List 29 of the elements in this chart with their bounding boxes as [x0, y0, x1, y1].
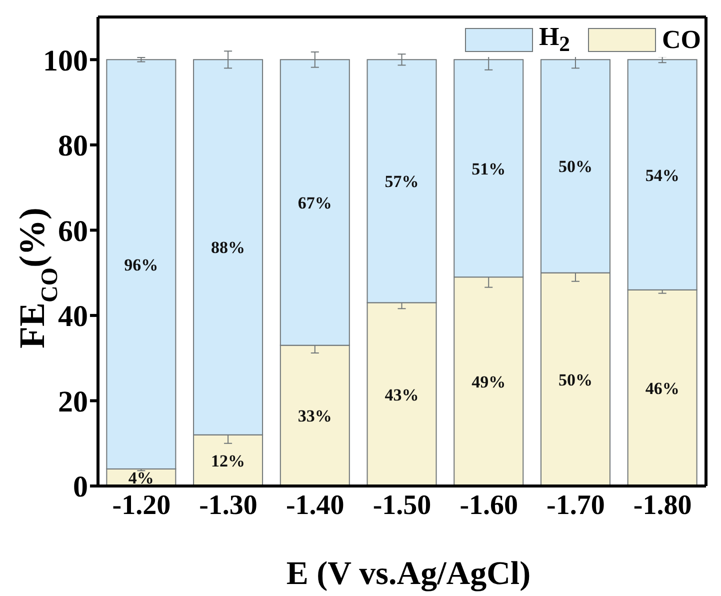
data-label: 67% — [298, 193, 332, 212]
y-tick-label: 100 — [43, 44, 88, 78]
data-label: 49% — [472, 372, 506, 392]
x-tick-label: -1.50 — [372, 490, 432, 521]
x-tick-label: -1.60 — [460, 490, 518, 521]
legend-label: H$_{2}$ — [538, 22, 570, 58]
y-tick-label: 60 — [58, 214, 88, 248]
data-label: 46% — [645, 378, 680, 398]
data-label: 43% — [384, 385, 419, 404]
data-label: 57% — [384, 172, 419, 192]
x-tick-label: -1.40 — [286, 490, 344, 521]
data-label: 4% — [128, 468, 154, 488]
y-tick-label: 80 — [58, 130, 88, 163]
x-axis-title: E (V vs.Ag/AgCl) — [285, 556, 532, 593]
y-tick-label: 0 — [73, 470, 88, 504]
data-label: 50% — [558, 370, 592, 390]
x-tick-label: -1.70 — [546, 490, 605, 521]
data-label: 51% — [472, 159, 506, 178]
x-tick-label: -1.30 — [199, 490, 258, 521]
data-label: 88% — [211, 238, 246, 258]
x-tick-label: -1.20 — [112, 490, 171, 521]
x-tick-label: -1.80 — [633, 490, 692, 521]
data-label: 50% — [558, 157, 592, 176]
y-tick-label: 20 — [58, 385, 88, 418]
data-label: 54% — [645, 166, 680, 185]
data-label: 96% — [124, 255, 158, 274]
data-label: 33% — [298, 406, 332, 426]
data-label: 12% — [211, 451, 246, 470]
legend-label: CO — [662, 24, 701, 55]
